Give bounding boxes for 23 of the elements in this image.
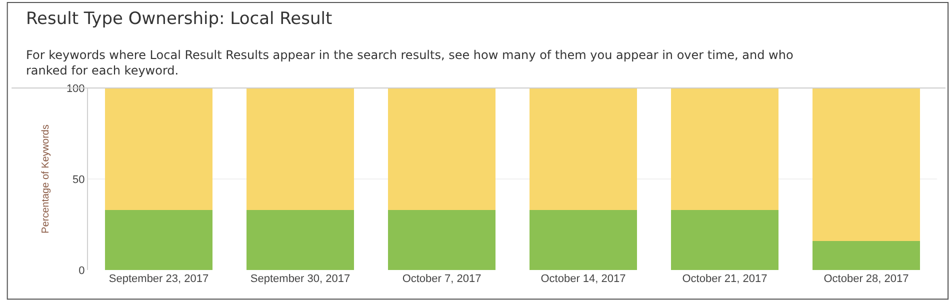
bar (529, 88, 638, 210)
bar (388, 88, 496, 210)
bar (812, 240, 920, 270)
x-tick-label: October 14, 2017 (540, 273, 626, 285)
bar (246, 210, 354, 270)
bar (529, 210, 638, 270)
x-tick-label: October 28, 2017 (824, 273, 909, 285)
x-tick-label: October 7, 2017 (402, 273, 482, 285)
bar (388, 210, 496, 270)
bar (104, 88, 213, 210)
x-tick-label: October 21, 2017 (682, 273, 768, 285)
chart-subtitle: For keywords where Local Result Results appear in the search results, see how many of them you appear in over time, and who ranked for each keyword. (26, 48, 794, 78)
bar (812, 88, 920, 241)
x-tick-label: September 30, 2017 (250, 273, 350, 285)
bar (670, 88, 779, 210)
y-tick-label: 50 (72, 174, 85, 186)
chart-title: Result Type Ownership: Local Result (26, 9, 332, 29)
bar (104, 210, 213, 270)
x-tick-label: September 23, 2017 (108, 273, 209, 285)
y-tick-label: 0 (78, 264, 85, 277)
bar (670, 210, 779, 270)
y-axis-title: Percentage of Keywords (40, 124, 52, 234)
bar (246, 88, 354, 210)
